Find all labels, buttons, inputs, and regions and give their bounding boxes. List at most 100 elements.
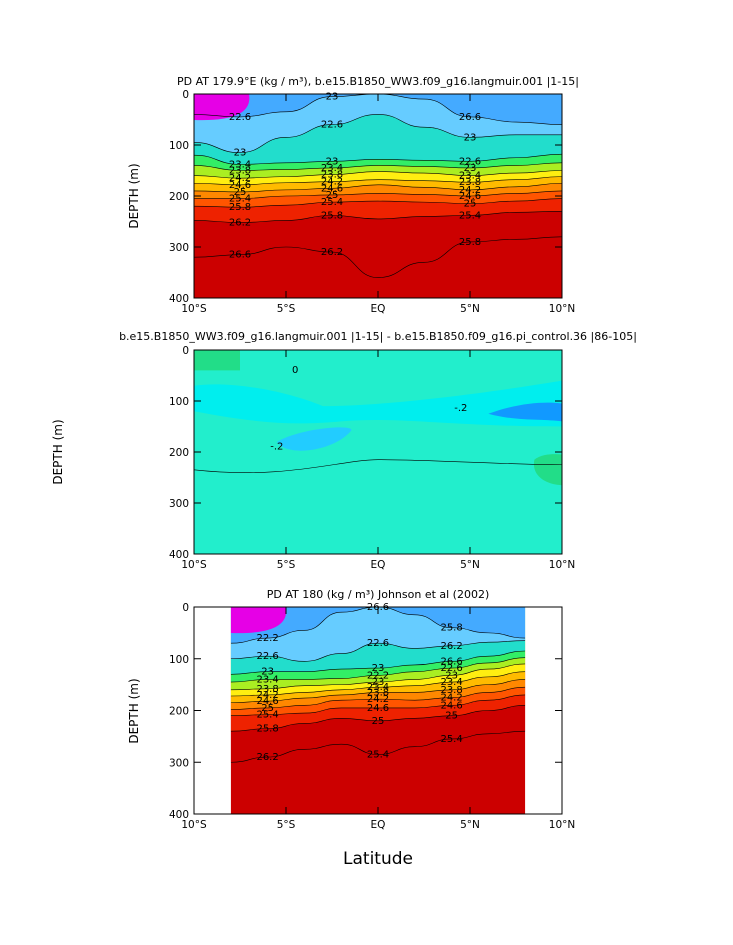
contour-label: 23 [372,677,385,688]
isopycnal-line [230,730,526,763]
contour-label: 23.8 [367,687,389,698]
panel-middle-contour-labels: 0 -.2 -.2 [270,365,467,453]
difference-band [276,427,352,451]
x-tick-label: 10°N [549,559,575,571]
contour-label: 22.2 [256,633,278,644]
isopycnal-line [194,211,562,223]
contour-label: 23 [326,156,339,167]
x-tick-label: 5°N [460,819,480,831]
isopycnal-line [194,182,562,193]
contour-label: 23 [261,667,274,678]
panel-top-contour-lines [194,94,562,278]
difference-band [194,350,240,371]
x-tick-label: 5°S [277,559,296,571]
panel-middle-difference: b.e15.B1850_WW3.f09_g16.langmuir.001 |1-… [51,330,637,571]
isopycnal-line [194,94,562,125]
panel-bottom-observed-density: PD AT 180 (kg / m³) Johnson et al (2002)… [127,588,575,869]
panel-middle-frame [193,349,563,555]
y-tick-label: 400 [169,549,189,561]
contour-label: 23.8 [321,170,343,181]
contour-label: 23.4 [229,159,251,170]
panel-middle-ylabel: DEPTH (m) [51,419,65,484]
isopycnal-line [230,671,526,697]
contour-label: 26.2 [229,218,251,229]
contour-label: 23.4 [256,674,278,685]
contour-label: 23 [372,663,385,674]
y-tick-label: 200 [169,447,189,459]
contour-label: 22.2 [367,670,389,681]
contour-label: 23.4 [321,163,343,174]
contour-label: 24.6 [256,696,278,707]
y-tick-label: 400 [169,809,189,821]
x-tick-label: 10°N [549,303,575,315]
contour-label: 23 [234,148,247,159]
contour-label: 24.6 [367,703,389,714]
contour-label: 23 [464,163,477,174]
isopycnal-line [230,679,526,704]
contour-label: 24.2 [440,693,462,704]
panel-top-ylabel: DEPTH (m) [127,163,141,228]
contour-label: 23.8 [440,685,462,696]
panel-bottom-ticks: 10°S 5°S EQ 5°N 10°N 0 100 200 300 400 [169,602,575,831]
contour-label: 25.8 [229,202,251,213]
x-tick-label: 5°S [277,303,296,315]
contour-label: 25.4 [440,734,462,745]
contour-label: 25.4 [459,210,481,221]
density-core [230,607,287,634]
isopycnal-line [194,162,562,171]
panel-middle-title: b.e15.B1850_WW3.f09_g16.langmuir.001 |1-… [119,330,637,343]
panel-top-model-density: PD AT 179.9°E (kg / m³), b.e15.B1850_WW3… [127,75,579,315]
panel-top-filled-contours [194,94,562,298]
isopycnal-line [194,153,562,165]
y-tick-label: 300 [169,757,189,769]
y-tick-label: 100 [169,396,189,408]
contour-label: 22.6 [367,638,389,649]
difference-band [488,402,562,422]
contour-label: 26.2 [321,247,343,258]
contour-label: 26.6 [459,112,481,123]
contour-label: 22.6 [256,651,278,662]
contour-label: 25.4 [229,194,251,205]
contour-label: 24.6 [321,183,343,194]
contour-label: 25 [326,190,339,201]
contour-label: 24.2 [459,185,481,196]
isopycnal-line [230,607,526,644]
contour-label: 24.2 [321,177,343,188]
contour-label: 25.8 [256,724,278,735]
contour-label: 25.4 [321,197,343,208]
contour-label: 25.8 [321,210,343,221]
contour-label: 23 [445,670,458,681]
contour-label: 26.2 [440,641,462,652]
panel-top-contour-labels: 22.62323.423.824.224.62525.425.826.226.6… [229,92,481,261]
contour-label: 24.6 [229,180,251,191]
contour-label: 24.6 [459,191,481,202]
contour-label: 22.6 [321,120,343,131]
isopycnal-line [230,663,526,691]
contour-label: 24.6 [440,700,462,711]
x-tick-label: 10°N [549,819,575,831]
panel-bottom-frame [193,606,563,815]
panel-top-title: PD AT 179.9°E (kg / m³), b.e15.B1850_WW3… [177,75,579,88]
y-tick-label: 0 [182,89,189,101]
isopycnal-line [194,190,562,199]
difference-band [533,454,562,486]
contour-label: 25 [445,711,458,722]
density-core [194,94,250,121]
contour-label: 25 [234,187,247,198]
x-tick-label: 5°S [277,819,296,831]
contour-label: 25.4 [256,710,278,721]
contour-label: 23.8 [256,684,278,695]
x-tick-label: 5°N [460,559,480,571]
y-tick-label: 300 [169,498,189,510]
isopycnal-line [230,705,526,732]
contour-label: 24.2 [367,694,389,705]
zero-contour-line [194,459,562,473]
contour-label: 25.4 [367,749,389,760]
contour-label: -.2 [454,403,467,414]
panel-middle-filled-contours [194,350,562,554]
isopycnal-line [230,686,526,710]
contour-label: 23.4 [367,682,389,693]
contour-label: 25.8 [459,237,481,248]
y-tick-label: 0 [182,345,189,357]
